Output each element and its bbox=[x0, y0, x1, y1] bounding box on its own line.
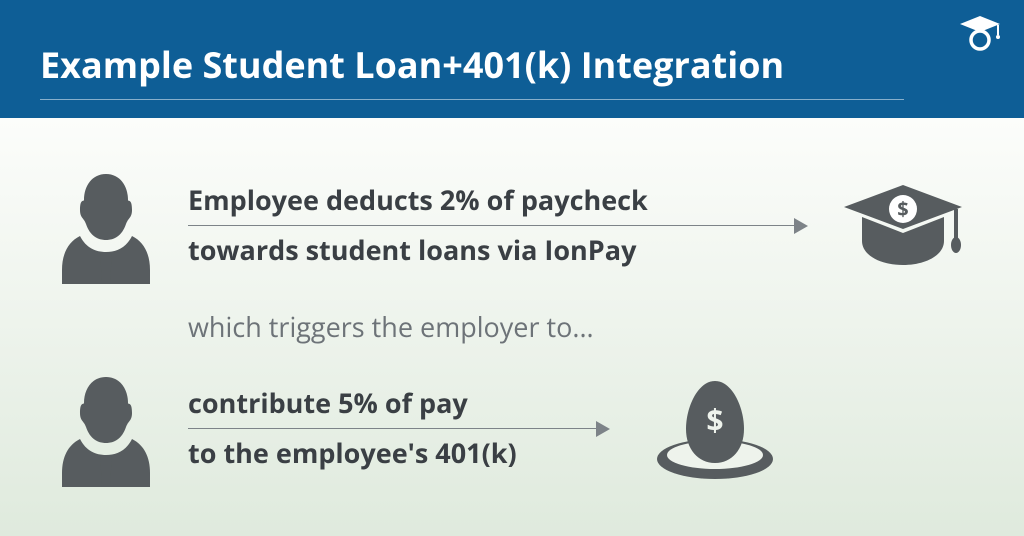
employer-icon bbox=[56, 369, 156, 487]
trigger-text: which triggers the employer to... bbox=[188, 308, 968, 345]
header: Example Student Loan+401(k) Integration bbox=[0, 0, 1024, 118]
employee-line1-text: Employee deducts 2% of paycheck bbox=[188, 181, 648, 218]
employee-line1: Employee deducts 2% of paycheck bbox=[188, 180, 806, 226]
employee-text: Employee deducts 2% of paycheck towards … bbox=[188, 180, 806, 270]
employee-line2: towards student loans via IonPay bbox=[188, 230, 806, 271]
employee-icon bbox=[56, 166, 156, 284]
flow-row-employer: contribute 5% of pay to the employee's 4… bbox=[56, 369, 968, 487]
employer-line1-text: contribute 5% of pay bbox=[188, 384, 468, 421]
svg-text:$: $ bbox=[897, 195, 908, 222]
employer-text: contribute 5% of pay to the employee's 4… bbox=[188, 383, 608, 473]
employer-line1: contribute 5% of pay bbox=[188, 383, 608, 429]
arrow-head-icon bbox=[794, 218, 808, 234]
employer-line2: to the employee's 401(k) bbox=[188, 433, 608, 474]
body: Employee deducts 2% of paycheck towards … bbox=[0, 118, 1024, 536]
flow-row-employee: Employee deducts 2% of paycheck towards … bbox=[56, 166, 968, 284]
logo-grad-cap-icon bbox=[958, 14, 1002, 57]
svg-text:$: $ bbox=[706, 399, 723, 440]
arrow-head-icon bbox=[596, 421, 610, 437]
nest-egg-dollar-icon: $ bbox=[650, 373, 780, 483]
page-title: Example Student Loan+401(k) Integration bbox=[40, 40, 904, 100]
grad-cap-dollar-icon: $ bbox=[838, 179, 968, 271]
